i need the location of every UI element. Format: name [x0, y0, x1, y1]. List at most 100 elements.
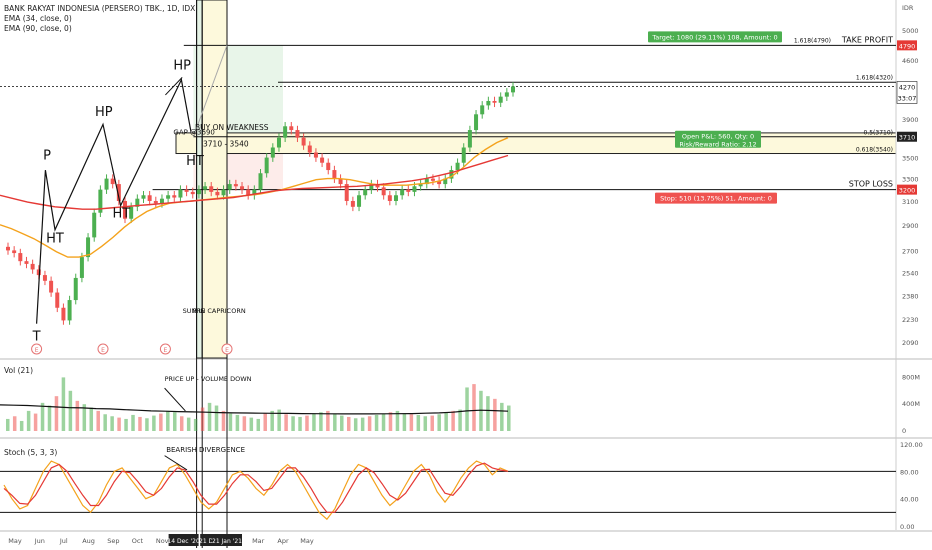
candle-body: [12, 250, 17, 254]
volume-bar: [228, 413, 233, 431]
candle-body: [338, 178, 343, 185]
x-tick-label: Apr: [277, 537, 289, 545]
candle-body: [36, 269, 41, 276]
volume-bar: [61, 377, 66, 431]
volume-bar: [166, 410, 170, 431]
volume-bar: [75, 400, 80, 431]
open-pnl-box-text: Open P&L: 560, Qty: 0: [682, 133, 754, 141]
zone-range-label: 3710 - 3540: [203, 140, 249, 149]
volume-bar: [291, 416, 295, 431]
candle-body: [375, 184, 380, 188]
candle-body: [276, 137, 281, 148]
sun-in-capricorn-label: SUN IN CAPRICORN: [183, 307, 246, 315]
candle-body: [172, 195, 177, 198]
volume-bar: [500, 402, 504, 431]
candle-body: [504, 92, 509, 97]
volume-bar: [124, 418, 128, 431]
price-tick-label: 2900: [902, 222, 919, 230]
volume-trend-line: [164, 387, 186, 412]
earnings-marker: [97, 343, 109, 355]
candle-body: [344, 184, 349, 201]
candle-body: [283, 126, 288, 138]
price-tick-label: 2380: [902, 293, 919, 301]
volume-bar: [200, 407, 205, 431]
take-profit-label: TAKE PROFIT: [841, 35, 893, 44]
candle-body: [363, 189, 368, 196]
candle-body: [67, 300, 72, 321]
volume-bar: [423, 416, 428, 431]
candle-body: [295, 130, 300, 138]
candle-body: [474, 114, 479, 131]
candle-body: [332, 170, 337, 179]
volume-bar: [444, 412, 448, 431]
price-tick-label: 3100: [902, 198, 919, 206]
stoch-d-line: [3, 462, 509, 513]
pattern-label: HT: [46, 232, 64, 247]
volume-bar: [486, 396, 490, 431]
volume-bar: [326, 410, 330, 431]
pattern-label: HP: [95, 105, 113, 120]
divergence-line: [164, 455, 188, 471]
volume-bar: [12, 416, 17, 431]
candle-body: [55, 292, 60, 308]
candle-body: [123, 200, 128, 219]
volume-bar: [340, 415, 344, 431]
volume-bar: [131, 414, 135, 431]
volume-bar: [159, 413, 163, 431]
price-tick-label: 2540: [902, 269, 919, 277]
candle-body: [430, 178, 435, 181]
candle-body: [381, 187, 386, 196]
price-tick-label: 2700: [902, 247, 919, 255]
stop-box: [655, 192, 777, 204]
volume-bar: [173, 412, 177, 431]
volume-bar: [507, 405, 511, 431]
stoch-tick: 120.00: [900, 441, 923, 449]
volume-bar: [40, 402, 45, 431]
volume-bar: [270, 410, 274, 431]
candle-body: [393, 195, 398, 201]
pre-label: PRE: [193, 307, 206, 315]
volume-bar: [54, 396, 59, 431]
candle-body: [246, 189, 251, 196]
volume-bar: [333, 414, 337, 431]
fib-0618-label: 0.618(3540): [856, 147, 893, 154]
volume-bar: [33, 413, 38, 431]
candle-body: [486, 100, 491, 106]
x-tick-label: Jun: [34, 537, 45, 545]
candle-body: [104, 178, 109, 190]
volume-bar: [235, 414, 240, 431]
volume-bar: [305, 415, 309, 431]
candle-body: [221, 189, 226, 196]
price-tick-label: 3900: [902, 116, 919, 124]
fib-05-label: 0.5(3710): [864, 130, 894, 137]
currency-label: IDR: [902, 4, 914, 12]
candle-body: [190, 191, 195, 195]
candle-body: [61, 307, 66, 321]
candle-body: [301, 137, 306, 146]
volume-bar: [298, 416, 302, 431]
candle-body: [313, 152, 318, 158]
candle-body: [110, 178, 115, 185]
volume-bar: [152, 415, 156, 431]
price-up-volume-down-label: PRICE UP - VOLUME DOWN: [165, 375, 252, 383]
candle-body: [141, 195, 146, 199]
candle-body: [258, 173, 263, 190]
x-date-badge: [168, 534, 199, 546]
ema34-legend: EMA (34, close, 0): [4, 14, 72, 23]
pattern-label: HT: [186, 154, 204, 169]
tag-3200: [897, 184, 917, 195]
volume-bar: [47, 405, 52, 431]
volume-bar: [395, 410, 400, 431]
price-tick-label: 5000: [902, 27, 919, 35]
tag-last-price: [896, 81, 918, 104]
price-tick-label: 2090: [902, 339, 919, 347]
candle-body: [480, 105, 485, 115]
candle-body: [116, 184, 121, 201]
candle-body: [30, 263, 35, 270]
tag-4790: [897, 40, 917, 51]
candle-body: [418, 184, 423, 187]
x-date-badge-text: 21 Jan '21: [212, 538, 242, 545]
pre-window: [196, 0, 203, 359]
earnings-marker-label: E: [35, 347, 39, 354]
